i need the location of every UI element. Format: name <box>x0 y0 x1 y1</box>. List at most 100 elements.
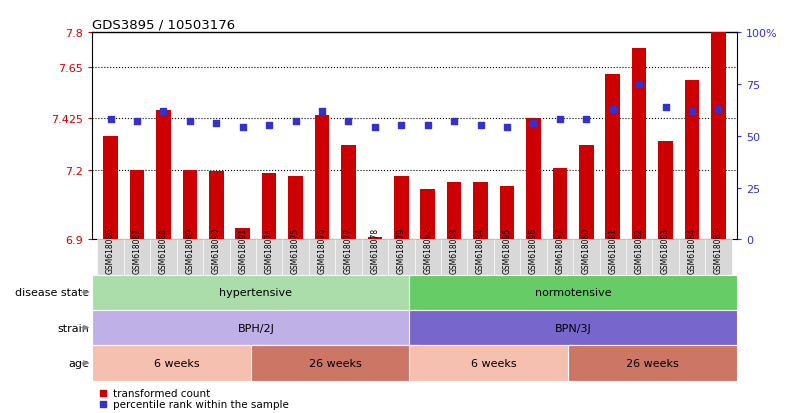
Text: GSM618090: GSM618090 <box>211 227 221 273</box>
Bar <box>415 240 441 275</box>
Bar <box>156 111 171 240</box>
Point <box>501 125 513 131</box>
Bar <box>711 33 726 240</box>
Point <box>633 81 646 88</box>
Bar <box>520 240 546 275</box>
Bar <box>388 240 415 275</box>
Text: GSM618092: GSM618092 <box>423 227 433 273</box>
Text: transformed count: transformed count <box>113 388 211 398</box>
Point <box>553 116 566 123</box>
Text: GSM618075: GSM618075 <box>291 227 300 273</box>
Bar <box>203 240 230 275</box>
Bar <box>705 240 731 275</box>
Text: GSM618097: GSM618097 <box>555 227 565 273</box>
Point <box>183 119 196 125</box>
Point <box>659 104 672 111</box>
Point <box>96 390 109 396</box>
Text: GSM618084: GSM618084 <box>687 227 697 273</box>
Point <box>395 123 408 129</box>
Bar <box>473 182 488 240</box>
Bar <box>288 177 303 240</box>
Bar <box>251 345 420 381</box>
Bar <box>658 142 673 240</box>
Bar <box>573 240 599 275</box>
Text: 26 weeks: 26 weeks <box>309 358 361 368</box>
Text: GSM618083: GSM618083 <box>661 227 670 273</box>
Bar <box>409 345 578 381</box>
Bar <box>256 240 283 275</box>
Point <box>580 116 593 123</box>
Text: percentile rank within the sample: percentile rank within the sample <box>113 399 289 408</box>
Text: GSM618079: GSM618079 <box>396 227 406 273</box>
Bar <box>678 240 705 275</box>
Bar <box>553 169 567 240</box>
Text: hypertensive: hypertensive <box>219 287 292 298</box>
Text: age: age <box>69 358 90 368</box>
Bar <box>579 145 594 240</box>
Bar <box>493 240 520 275</box>
Bar <box>421 189 435 240</box>
Text: normotensive: normotensive <box>535 287 611 298</box>
Text: GSM618080: GSM618080 <box>582 227 591 273</box>
Bar <box>262 173 276 240</box>
Text: GSM618087: GSM618087 <box>132 227 142 273</box>
Bar <box>309 240 336 275</box>
Point <box>289 119 302 125</box>
Text: strain: strain <box>58 323 90 333</box>
Bar <box>98 240 124 275</box>
Text: GSM618089: GSM618089 <box>185 227 195 273</box>
Bar <box>632 49 646 240</box>
Bar <box>315 116 329 240</box>
Bar <box>92 345 261 381</box>
Text: disease state: disease state <box>15 287 90 298</box>
Text: GSM618094: GSM618094 <box>476 227 485 273</box>
Text: GSM618096: GSM618096 <box>529 227 538 273</box>
Bar <box>409 275 737 310</box>
Point <box>421 123 434 129</box>
Bar <box>92 310 420 345</box>
Point <box>131 119 143 125</box>
Point <box>448 119 461 125</box>
Text: GSM618081: GSM618081 <box>608 227 618 273</box>
Bar <box>368 237 382 240</box>
Point <box>686 108 698 115</box>
Bar <box>151 240 177 275</box>
Bar <box>467 240 493 275</box>
Point <box>474 123 487 129</box>
Point <box>104 116 117 123</box>
Text: GSM618086: GSM618086 <box>106 227 115 273</box>
Text: GSM618088: GSM618088 <box>159 227 168 273</box>
Text: GSM618091: GSM618091 <box>238 227 248 273</box>
Bar <box>103 136 118 240</box>
Bar <box>409 310 737 345</box>
Point <box>368 125 381 131</box>
Point <box>96 400 109 407</box>
Point <box>157 108 170 115</box>
Text: GSM618093: GSM618093 <box>449 227 459 273</box>
Bar <box>626 240 652 275</box>
Bar <box>599 240 626 275</box>
Point <box>263 123 276 129</box>
Bar <box>394 177 409 240</box>
Point <box>527 121 540 127</box>
Point <box>342 119 355 125</box>
Text: GSM618078: GSM618078 <box>370 227 380 273</box>
Bar <box>209 172 223 240</box>
Bar <box>441 240 467 275</box>
Bar <box>336 240 362 275</box>
Bar <box>447 182 461 240</box>
Bar <box>177 240 203 275</box>
Bar <box>568 345 737 381</box>
Text: 6 weeks: 6 weeks <box>154 358 199 368</box>
Point <box>210 121 223 127</box>
Text: GSM618077: GSM618077 <box>344 227 353 273</box>
Bar <box>230 240 256 275</box>
Bar <box>124 240 151 275</box>
Text: GSM618085: GSM618085 <box>714 227 723 273</box>
Bar <box>362 240 388 275</box>
Bar <box>685 81 699 240</box>
Bar <box>341 145 356 240</box>
Text: GSM618082: GSM618082 <box>634 227 644 273</box>
Point <box>236 125 249 131</box>
Bar <box>546 240 573 275</box>
